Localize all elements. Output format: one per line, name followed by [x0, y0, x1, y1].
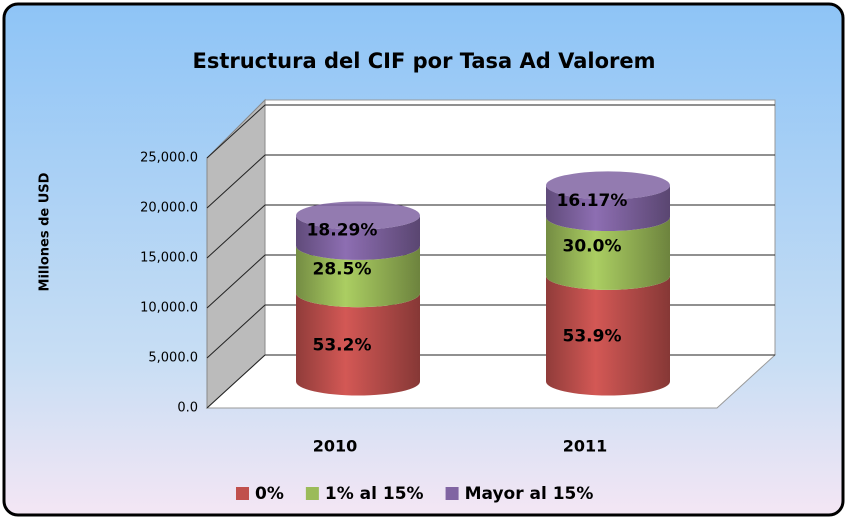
x-tick-label: 2011: [563, 437, 608, 456]
bar: [546, 185, 670, 232]
legend-swatch: [236, 487, 249, 500]
grid-line: [206, 354, 266, 409]
value-label: 28.5%: [313, 260, 372, 280]
chart-title: Estructura del CIF por Tasa Ad Valorem: [192, 49, 655, 73]
grid-line: [206, 154, 266, 209]
legend-label: Mayor al 15%: [465, 484, 594, 504]
legend-swatch: [445, 487, 459, 500]
y-tick-label: 0.0: [177, 401, 198, 416]
grid-line: [206, 204, 266, 259]
x-tick-label: 2010: [313, 437, 358, 456]
y-tick-label: 20,000.0: [140, 201, 198, 216]
value-label: 16.17%: [557, 191, 628, 211]
floor: [205, 354, 777, 409]
legend-label: 1% al 15%: [325, 484, 424, 504]
value-label: 18.29%: [307, 221, 378, 241]
y-tick-label: 15,000.0: [140, 251, 198, 266]
grid-line: [206, 104, 266, 159]
y-tick-label: 10,000.0: [140, 301, 198, 316]
bar: [295, 245, 420, 308]
bar: [295, 293, 420, 396]
bar-cap: [296, 201, 420, 230]
grid-line: [206, 254, 266, 309]
bar: [546, 275, 670, 396]
y-tick-label: 25,000.0: [140, 151, 198, 166]
bar: [546, 217, 670, 290]
value-label: 30.0%: [563, 236, 622, 256]
bar: [295, 215, 420, 260]
bar-cap: [546, 171, 670, 200]
grid-line: [206, 304, 266, 359]
legend-label: 0%: [255, 484, 284, 504]
value-label: 53.2%: [313, 335, 372, 355]
legend-swatch: [305, 487, 319, 500]
y-tick-label: 5,000.0: [148, 351, 198, 366]
y-axis-label: Millones de USD: [38, 172, 53, 291]
value-label: 53.9%: [563, 327, 622, 347]
